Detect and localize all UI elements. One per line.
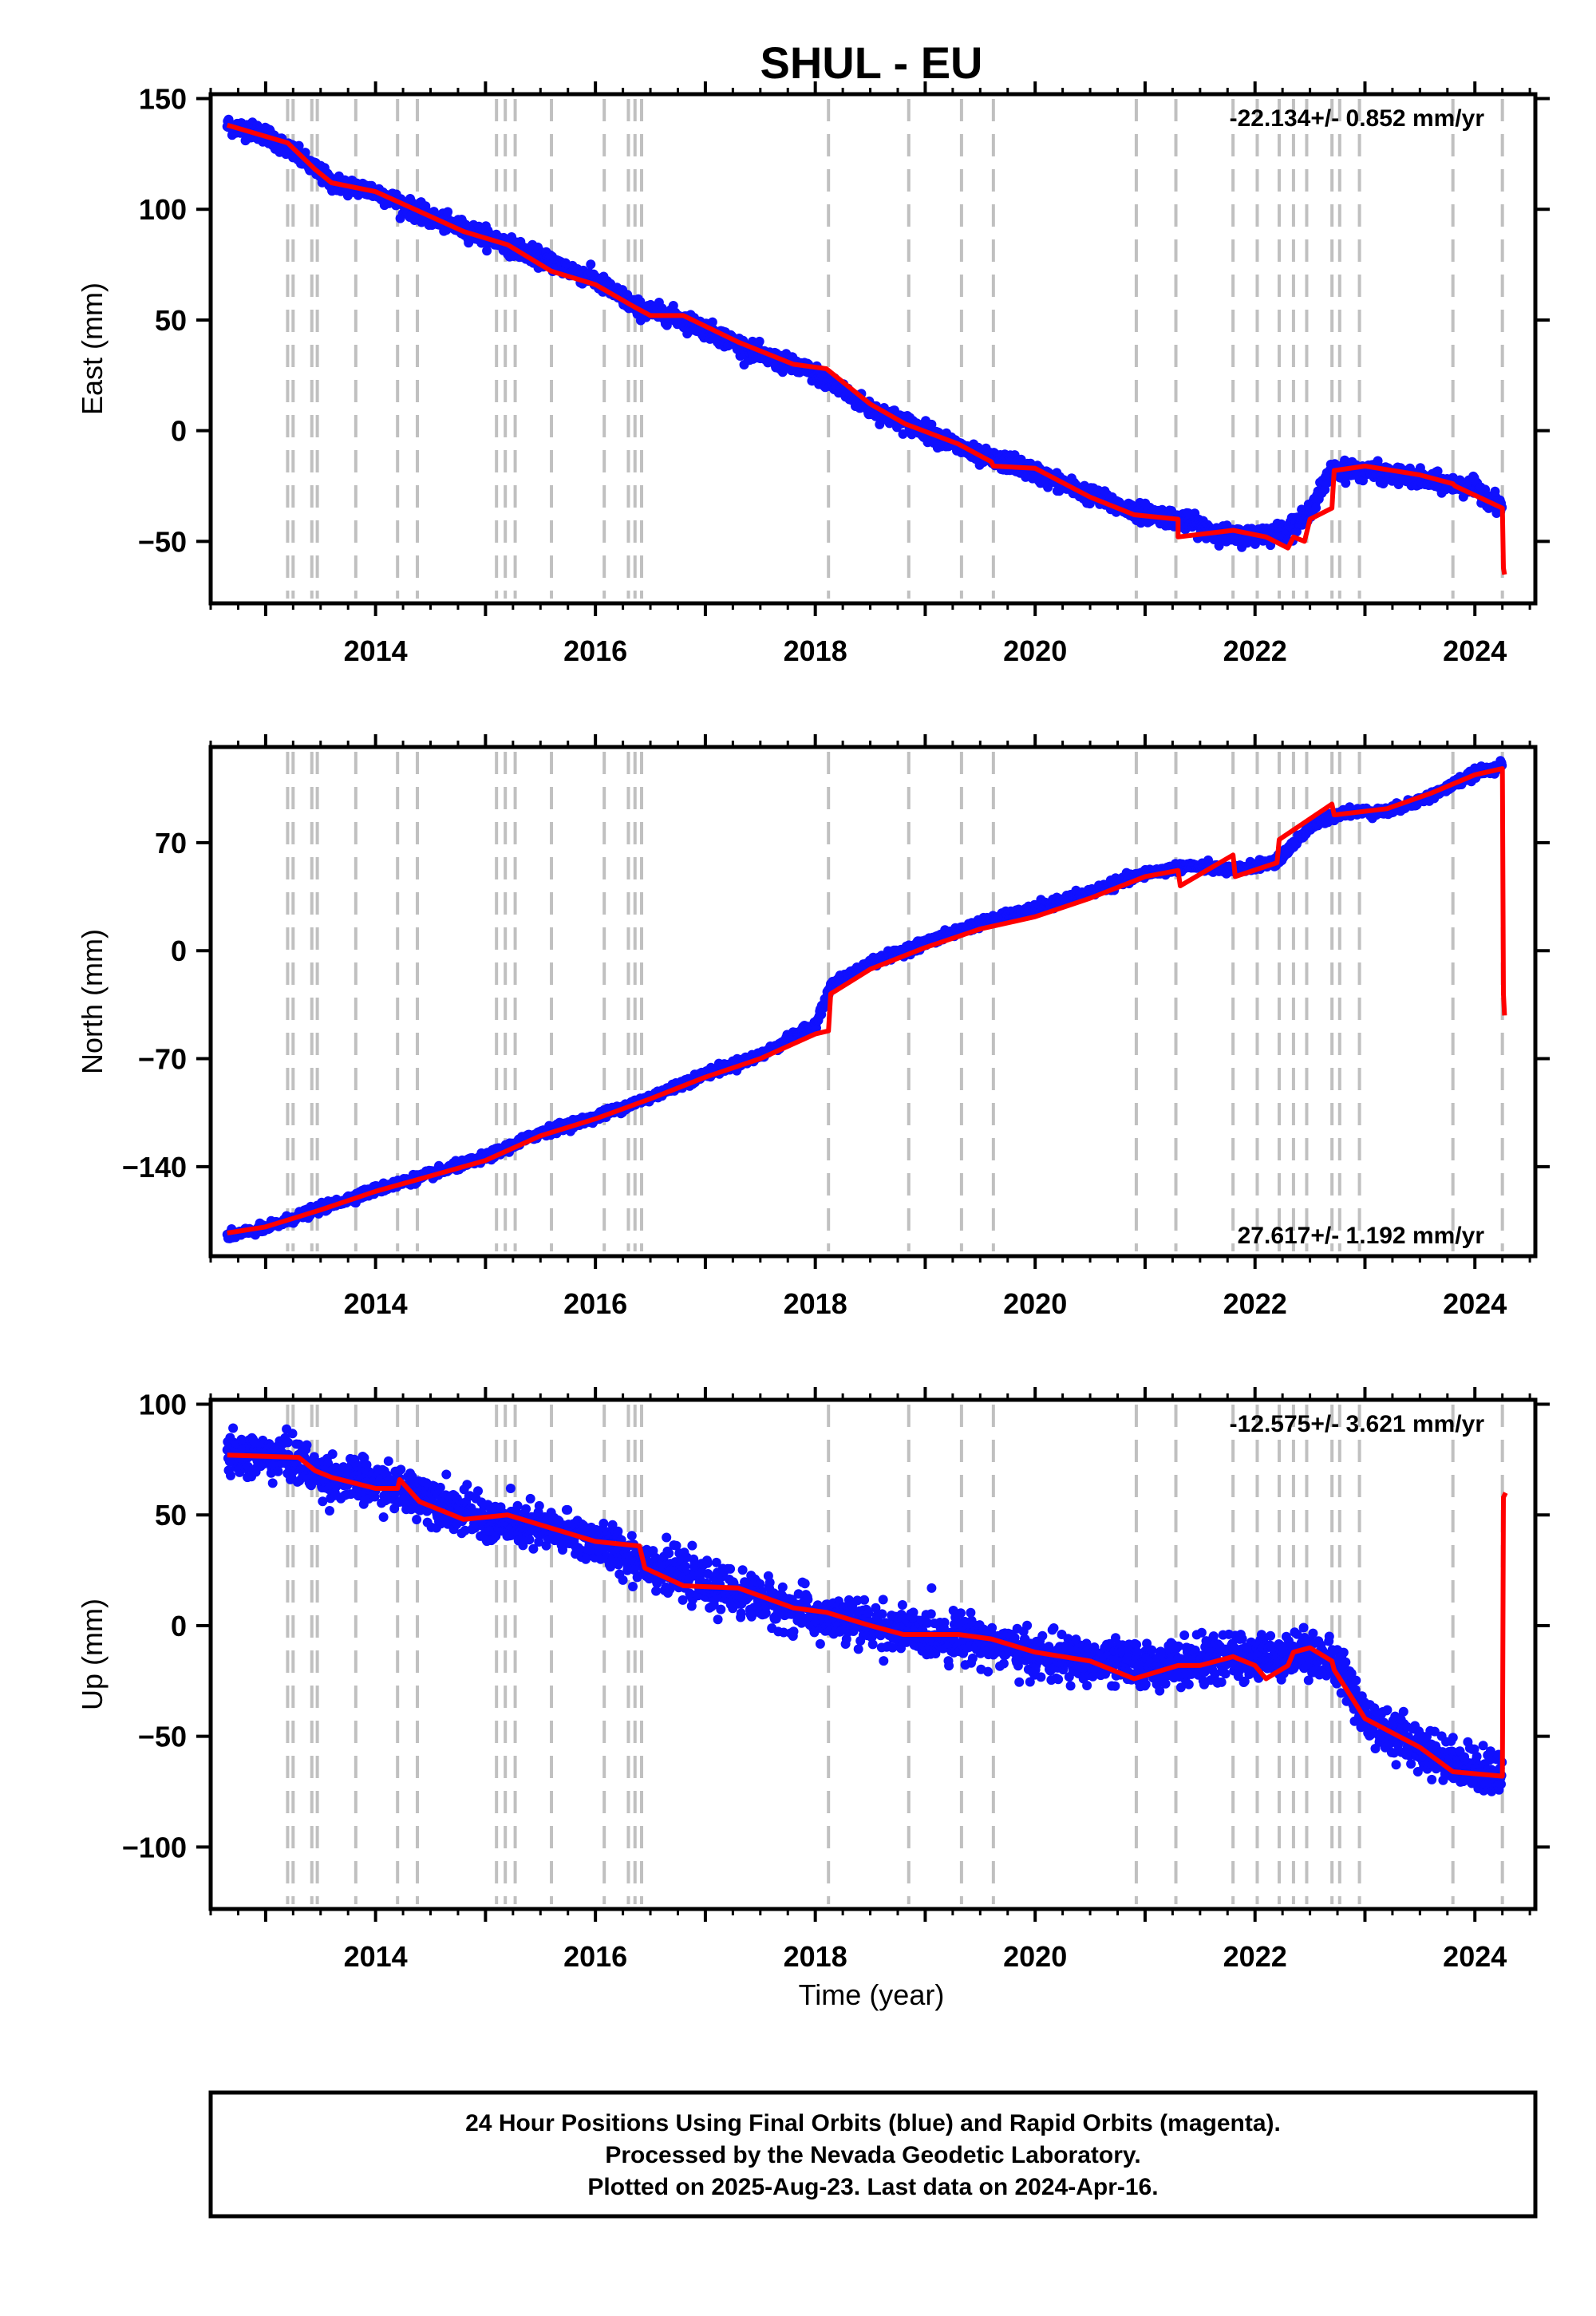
data-point xyxy=(812,1023,821,1033)
panels-group: 150 100 50 0 −50 2014 2016 2018 2020 2022 2024 East… xyxy=(76,81,1550,1973)
y-tick-label: 50 xyxy=(155,304,187,337)
x-tick-label: 2024 xyxy=(1443,634,1507,667)
panel-frame xyxy=(208,92,1538,606)
y-tick-label: 100 xyxy=(139,193,187,226)
panel-1: 150 100 50 0 −50 2014 2016 2018 2020 2022 2024 East… xyxy=(76,81,1550,667)
data-point xyxy=(443,207,453,217)
chart-title: SHUL - EU xyxy=(760,38,983,88)
data-point xyxy=(1373,456,1383,466)
y-tick-label: −50 xyxy=(138,525,187,558)
x-tick-label: 2022 xyxy=(1223,634,1287,667)
x-tick-label: 2018 xyxy=(784,634,847,667)
data-point xyxy=(586,259,596,270)
x-tick-label: 2016 xyxy=(563,634,627,667)
data-point xyxy=(1341,478,1351,488)
data-point xyxy=(294,140,304,151)
rate-label: -22.134+/- 0.852 mm/yr xyxy=(1230,105,1485,132)
points-group xyxy=(222,756,1507,1243)
y-tick-label: 150 xyxy=(139,83,187,116)
points-group xyxy=(222,114,1507,552)
data-point xyxy=(898,429,908,439)
y-axis-title: East (mm) xyxy=(76,283,109,415)
y-tick-label: 0 xyxy=(171,415,187,448)
data-point xyxy=(754,336,764,346)
data-point xyxy=(1311,503,1321,513)
data-point xyxy=(1432,466,1443,476)
model-line xyxy=(226,122,1507,575)
x-tick-label: 2020 xyxy=(1003,634,1067,667)
x-tick-label: 2014 xyxy=(344,634,408,667)
data-point xyxy=(662,320,672,330)
data-point xyxy=(707,317,717,327)
data-point xyxy=(482,246,492,256)
